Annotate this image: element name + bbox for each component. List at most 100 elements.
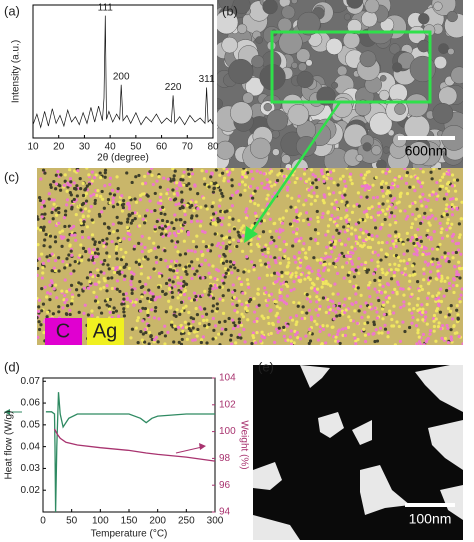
pixel <box>111 222 115 226</box>
pixel <box>307 247 311 251</box>
pixel <box>186 230 191 235</box>
pixel <box>198 276 203 280</box>
pixel <box>262 186 266 190</box>
pixel <box>136 341 140 345</box>
pixel <box>37 309 41 313</box>
pixel <box>141 217 145 221</box>
pixel <box>444 315 448 319</box>
pixel <box>99 260 103 264</box>
pixel <box>316 241 320 246</box>
pixel <box>191 317 196 321</box>
grain <box>250 137 272 159</box>
pixel <box>60 229 65 233</box>
pixel <box>445 213 449 217</box>
pixel <box>154 260 159 265</box>
pixel <box>161 234 165 238</box>
pixel <box>172 313 176 317</box>
pixel <box>415 342 419 345</box>
pixel <box>437 302 441 306</box>
pixel <box>122 198 126 203</box>
pixel <box>176 240 180 244</box>
pixel <box>101 197 105 201</box>
pixel <box>195 234 199 238</box>
pixel <box>59 173 63 177</box>
pixel <box>77 281 81 285</box>
pixel <box>292 300 296 305</box>
pixel <box>392 311 396 315</box>
pixel <box>379 225 383 230</box>
pixel <box>335 332 340 337</box>
pixel <box>332 245 337 249</box>
pixel <box>260 314 264 318</box>
pixel <box>268 241 273 245</box>
pixel <box>338 341 342 345</box>
pixel <box>297 194 301 198</box>
pixel <box>458 297 462 301</box>
pixel <box>391 239 395 243</box>
legend-label: C <box>56 320 70 342</box>
pixel <box>389 246 393 250</box>
pixel <box>105 289 109 293</box>
pixel <box>272 222 276 226</box>
pixel <box>299 177 303 181</box>
pixel <box>166 177 170 181</box>
pixel <box>182 183 186 187</box>
pixel <box>221 311 226 315</box>
pixel <box>328 262 332 266</box>
pixel <box>62 216 67 220</box>
pixel <box>440 227 444 231</box>
pixel <box>151 292 155 296</box>
pixel <box>320 172 324 176</box>
pixel <box>435 294 439 298</box>
pixel <box>214 336 218 340</box>
pixel <box>191 320 195 324</box>
pixel <box>293 180 297 185</box>
pixel <box>434 217 438 221</box>
pixel <box>160 218 165 223</box>
pixel <box>385 253 389 257</box>
pixel <box>235 244 239 249</box>
pixel <box>328 217 332 222</box>
grain <box>361 10 378 28</box>
pixel <box>81 289 85 293</box>
pixel <box>451 251 455 255</box>
grain <box>271 129 280 139</box>
pixel <box>108 201 112 205</box>
pixel <box>402 293 406 297</box>
pixel <box>203 230 207 234</box>
pixel <box>362 176 366 180</box>
y2-tick-label: 102 <box>219 399 236 410</box>
pixel <box>289 275 293 279</box>
pixel <box>228 338 233 342</box>
pixel <box>189 329 193 333</box>
pixel <box>278 261 282 265</box>
pixel <box>37 226 40 230</box>
particle <box>440 485 463 520</box>
pixel <box>394 220 398 225</box>
pixel <box>446 306 451 311</box>
pixel <box>446 341 451 345</box>
pixel <box>376 253 380 257</box>
pixel <box>172 226 176 231</box>
pixel <box>114 247 118 251</box>
pixel <box>63 300 67 305</box>
pixel <box>37 335 40 339</box>
pixel <box>283 248 287 252</box>
pixel <box>316 272 320 276</box>
pixel <box>37 266 40 271</box>
pixel <box>54 213 59 217</box>
y2-tick-label: 98 <box>219 453 231 464</box>
pixel <box>377 204 381 209</box>
pixel <box>174 263 178 268</box>
pixel <box>237 299 241 303</box>
pixel <box>153 246 157 251</box>
pixel <box>173 169 177 173</box>
pixel <box>357 257 361 261</box>
pixel <box>337 301 341 306</box>
pixel <box>143 291 147 295</box>
pixel <box>86 286 91 290</box>
pixel <box>377 278 381 283</box>
pixel <box>331 292 335 296</box>
pixel <box>382 312 386 317</box>
pixel <box>445 234 450 238</box>
